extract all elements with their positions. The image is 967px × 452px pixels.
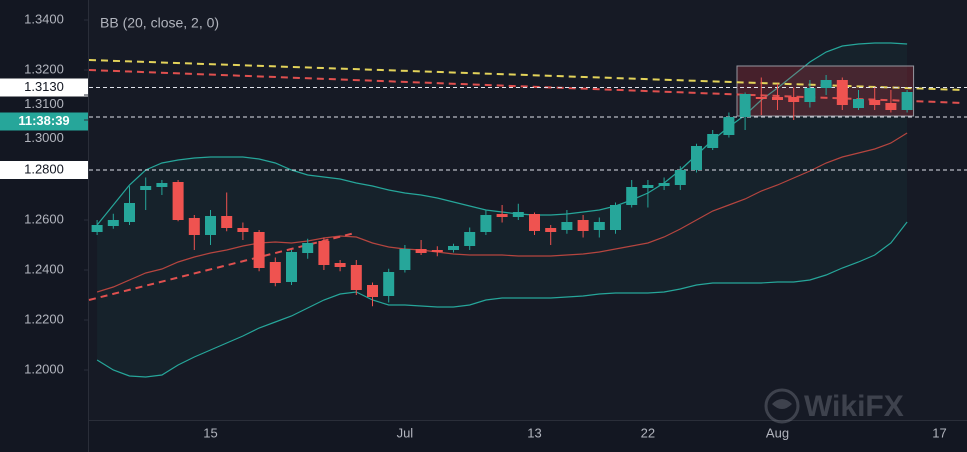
candle-body [431,250,443,252]
watermark-text: WikiFX [804,390,904,423]
candle-body [772,97,783,100]
candle-body [836,80,848,105]
y-tick-label: 1.2000 [24,361,64,376]
candle-body [124,203,135,222]
x-tick-label: 17 [932,425,946,440]
candle-body [448,246,459,250]
range-box [736,65,915,117]
watermark: WikiFX [764,388,904,424]
candle-body [739,94,751,117]
candle-body [869,100,881,105]
candle-body [707,134,719,148]
price-label-box [0,161,88,179]
candle-body [415,249,427,253]
x-tick-label: Jul [397,425,414,440]
candle-body [350,265,362,290]
candle-body [237,228,249,232]
candle-body [674,170,686,185]
band-fill [97,43,908,377]
y-tick-label: 1.3000 [24,130,64,145]
candle-body [318,241,330,265]
candle-body [172,182,184,220]
candle-body [610,205,621,230]
candle-body [626,187,638,205]
x-tick-label: 22 [641,425,655,440]
candle-body [156,183,168,187]
candle-body [188,218,200,235]
candle-body [399,249,411,270]
price-label-box [0,78,88,97]
candle-body [269,262,281,283]
candle-body [691,146,702,170]
candle-body [901,92,913,110]
candle-body [512,212,524,217]
candle-body [885,103,897,110]
candle-body [642,185,654,188]
candle-body [577,220,589,231]
candle-body [107,220,119,226]
y-tick-label: 1.2200 [24,311,64,326]
candle-body [658,183,670,186]
candle-body [221,216,233,228]
candle-body [496,214,508,217]
candle-layer [91,75,913,307]
price-line-label: 1.3130 [24,79,64,94]
y-tick-label: 1.3100 [24,96,64,111]
candle-body [545,228,557,232]
candle-body [286,252,297,282]
candle-body [529,214,540,231]
y-tick-label: 1.2600 [24,211,64,226]
bollinger-basis [96,132,908,293]
y-tick-label: 1.3200 [24,61,64,76]
candle-body [383,272,395,296]
candle-body [561,222,573,230]
candle-body [804,88,816,102]
band-layer [97,43,908,377]
trend-line [88,69,964,104]
candle-body [367,285,378,297]
candle-body [788,97,800,102]
y-tick-label: 1.3400 [24,11,64,26]
plot-area [89,0,967,420]
bollinger-lower [96,221,908,378]
candle-body [464,232,476,246]
candle-body [593,222,605,230]
candle-body [253,232,265,268]
candle-body [140,186,152,190]
indicator-legend: BB (20, close, 2, 0) [100,15,219,31]
candle-body [723,117,735,135]
price-line-label: 1.2800 [24,161,64,176]
candle-body [755,97,767,99]
candle-body [334,263,346,267]
y-tick-label: 1.2400 [24,261,64,276]
candle-body [820,80,832,88]
candle-body [302,243,314,253]
x-tick-label: 15 [203,425,217,440]
watermark-icon [772,399,792,409]
candle-body [480,215,492,232]
trend-line [88,59,964,91]
axis-layer: 15 Jul 13 22 Aug 17 1.3400 1.3200 1.3130 1.3100 11… [0,11,947,440]
candle-body [853,99,864,108]
watermark-icon [764,388,800,424]
countdown-label: 11:38:39 [18,113,69,128]
countdown-box [0,112,88,131]
x-tick-label: Aug [766,425,789,440]
candle-body [205,216,216,235]
x-tick-label: 13 [527,425,541,440]
candle-body [91,225,103,232]
